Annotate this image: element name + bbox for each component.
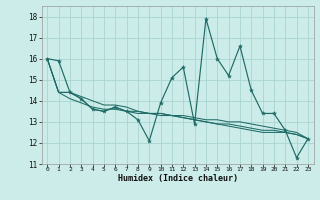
X-axis label: Humidex (Indice chaleur): Humidex (Indice chaleur) <box>118 174 237 183</box>
